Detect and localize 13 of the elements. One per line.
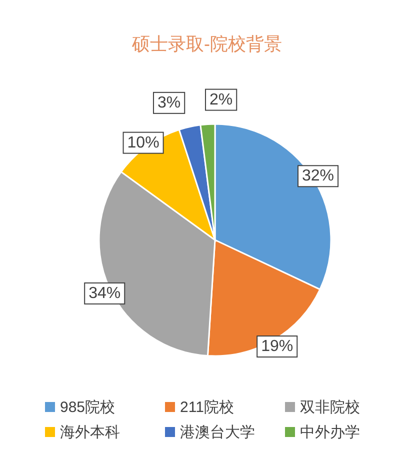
data-label: 19% [261, 338, 294, 356]
data-label: 10% [127, 134, 160, 152]
legend-label: 双非院校 [300, 399, 360, 416]
legend-label: 海外本科 [60, 424, 120, 441]
data-label: 32% [302, 168, 334, 185]
chart-title: 硕士录取-院校背景 [131, 34, 282, 54]
legend-label: 211院校 [180, 399, 234, 416]
data-label: 3% [157, 94, 181, 112]
legend-label: 港澳台大学 [180, 424, 255, 441]
legend-label: 985院校 [60, 399, 116, 416]
data-label: 2% [209, 91, 233, 108]
data-label: 34% [88, 284, 121, 302]
legend-label: 中外办学 [300, 424, 360, 441]
